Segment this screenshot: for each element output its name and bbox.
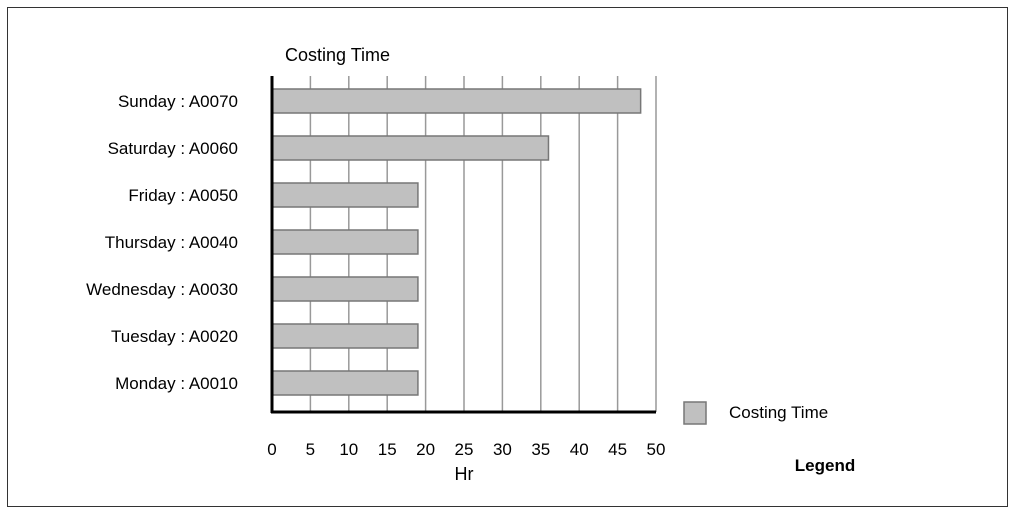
x-tick-label: 40 bbox=[570, 440, 589, 459]
bars bbox=[271, 88, 642, 396]
x-tick-label: 5 bbox=[306, 440, 315, 459]
bar-chart: Costing Time Sunday : A0070 Saturday : A0… bbox=[86, 45, 855, 484]
x-tick-label: 50 bbox=[647, 440, 666, 459]
category-labels: Sunday : A0070 Saturday : A0060 Friday : A… bbox=[86, 92, 238, 393]
x-tick-label: 20 bbox=[416, 440, 435, 459]
bar bbox=[271, 135, 550, 161]
x-tick-label: 30 bbox=[493, 440, 512, 459]
x-tick-label: 15 bbox=[378, 440, 397, 459]
x-tick-label: 10 bbox=[339, 440, 358, 459]
chart-title: Costing Time bbox=[285, 45, 390, 65]
bar bbox=[271, 370, 419, 396]
x-tick-label: 45 bbox=[608, 440, 627, 459]
bar bbox=[271, 276, 419, 302]
legend-item-label: Costing Time bbox=[729, 403, 828, 422]
bar bbox=[271, 323, 419, 349]
grid-lines bbox=[309, 76, 657, 412]
x-tick-label: 0 bbox=[267, 440, 276, 459]
category-label: Sunday : A0070 bbox=[118, 92, 238, 111]
bar bbox=[271, 88, 642, 114]
chart-frame: Costing Time Sunday : A0070 Saturday : A0… bbox=[7, 7, 1008, 507]
category-label: Friday : A0050 bbox=[128, 186, 238, 205]
legend-swatch bbox=[683, 401, 707, 425]
x-tick-labels: 0 5 10 15 20 25 30 35 40 45 50 bbox=[267, 440, 665, 459]
legend-title: Legend bbox=[795, 456, 855, 475]
category-label: Saturday : A0060 bbox=[108, 139, 238, 158]
x-axis-label: Hr bbox=[455, 464, 474, 484]
bar bbox=[271, 229, 419, 255]
x-tick-label: 35 bbox=[531, 440, 550, 459]
bar bbox=[271, 182, 419, 208]
legend: Costing Time Legend bbox=[683, 401, 855, 475]
category-label: Monday : A0010 bbox=[115, 374, 238, 393]
category-label: Thursday : A0040 bbox=[105, 233, 238, 252]
category-label: Wednesday : A0030 bbox=[86, 280, 238, 299]
category-label: Tuesday : A0020 bbox=[111, 327, 238, 346]
x-tick-label: 25 bbox=[455, 440, 474, 459]
